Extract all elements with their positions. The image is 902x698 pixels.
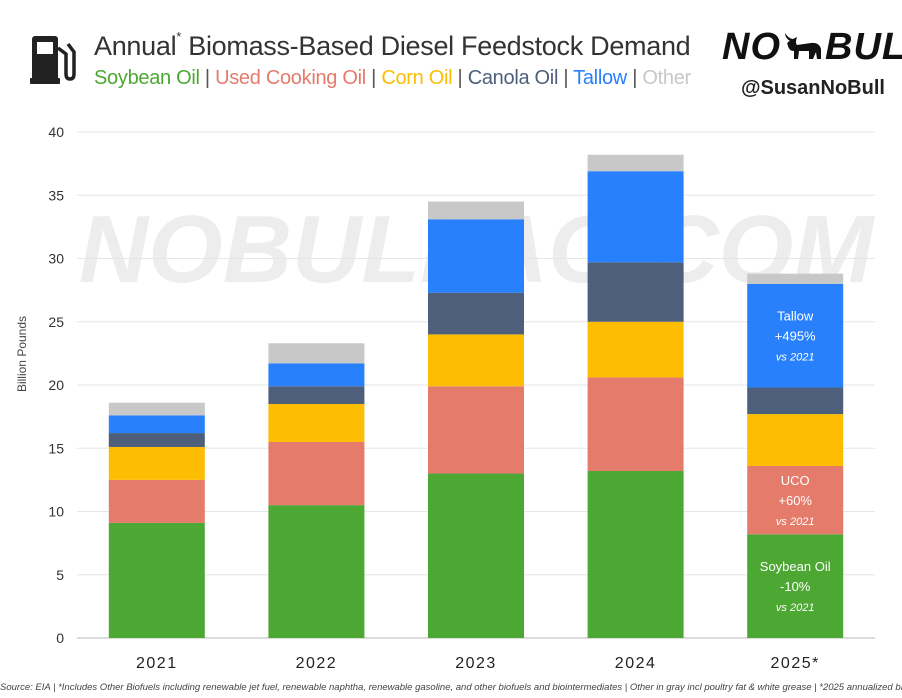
legend-item: Other xyxy=(642,67,691,89)
data-annotation: Tallow xyxy=(777,309,814,324)
bar-segment xyxy=(108,446,205,480)
y-tick-label: 40 xyxy=(48,124,64,140)
bar-segment xyxy=(428,219,524,293)
legend: Soybean Oil | Used Cooking Oil | Corn Oi… xyxy=(94,67,691,90)
brand-handle: @SusanNoBull xyxy=(741,77,885,99)
data-annotation: +60% xyxy=(778,493,812,508)
footer-note: Source: EIA | *Includes Other Biofuels i… xyxy=(0,682,902,693)
data-annotation: +495% xyxy=(775,329,816,344)
y-tick-label: 0 xyxy=(56,630,64,646)
bar-segment xyxy=(587,321,684,378)
bar-segment xyxy=(428,292,524,335)
bar-segment xyxy=(428,201,524,220)
y-tick-label: 10 xyxy=(48,504,64,520)
bar-segment xyxy=(747,414,844,466)
bar-segment xyxy=(268,505,365,638)
data-annotation: vs 2021 xyxy=(776,602,815,614)
data-annotation: Soybean Oil xyxy=(760,559,831,574)
legend-separator: | xyxy=(626,67,643,89)
bar-segment xyxy=(108,433,205,447)
bar-segment xyxy=(428,334,524,387)
bar-segment xyxy=(268,363,365,387)
chart-title: Annual* Biomass-Based Diesel Feedstock D… xyxy=(94,29,691,61)
bar-segment xyxy=(108,479,205,523)
bull-icon xyxy=(785,33,821,59)
bar-segment xyxy=(108,402,205,416)
x-tick-label: 2024 xyxy=(615,655,657,672)
legend-item: Used Cooking Oil xyxy=(215,67,366,89)
bar-segment xyxy=(428,386,524,474)
x-tick-label: 2023 xyxy=(455,655,497,672)
bar-segment xyxy=(587,471,684,638)
x-tick-label: 2025* xyxy=(771,655,820,672)
bar-segment xyxy=(268,386,365,404)
bar-segment xyxy=(747,387,844,415)
bar-segment xyxy=(587,154,684,172)
legend-separator: | xyxy=(452,67,468,89)
bar-segment xyxy=(268,343,365,364)
y-axis-label: Billion Pounds xyxy=(15,316,29,392)
bar-segment xyxy=(108,522,205,638)
legend-separator: | xyxy=(365,67,382,89)
x-tick-label: 2021 xyxy=(136,655,178,672)
stacked-bar-chart: NOBULLAG.COM0510152025303540Billion Poun… xyxy=(15,124,875,672)
data-annotation: -10% xyxy=(780,579,811,594)
y-tick-label: 30 xyxy=(48,251,64,267)
bar-segment xyxy=(747,273,844,284)
x-tick-label: 2022 xyxy=(296,655,338,672)
y-tick-label: 5 xyxy=(56,567,64,583)
fuel-pump-icon xyxy=(30,36,76,84)
legend-item: Corn Oil xyxy=(381,67,453,89)
data-annotation: UCO xyxy=(781,473,810,488)
bar-segment xyxy=(268,403,365,442)
bar-segment xyxy=(587,171,684,263)
bar-segment xyxy=(428,473,524,638)
bar-segment xyxy=(747,283,844,388)
bar-segment xyxy=(747,534,844,638)
bar-segment xyxy=(587,377,684,472)
bar-segment xyxy=(587,262,684,322)
y-tick-label: 20 xyxy=(48,377,64,393)
legend-item: Soybean Oil xyxy=(94,67,200,89)
bar-segment xyxy=(747,465,844,535)
legend-item: Tallow xyxy=(573,67,627,89)
data-annotation: vs 2021 xyxy=(776,516,815,528)
legend-item: Canola Oil xyxy=(467,67,559,89)
legend-separator: | xyxy=(558,67,574,89)
bar-segment xyxy=(108,415,205,434)
y-tick-label: 35 xyxy=(48,187,64,203)
y-tick-label: 25 xyxy=(48,314,64,330)
data-annotation: vs 2021 xyxy=(776,352,815,364)
legend-separator: | xyxy=(199,67,216,89)
bar-segment xyxy=(268,441,365,506)
brand-logo: NO BULL xyxy=(722,26,902,68)
y-tick-label: 15 xyxy=(48,440,64,456)
